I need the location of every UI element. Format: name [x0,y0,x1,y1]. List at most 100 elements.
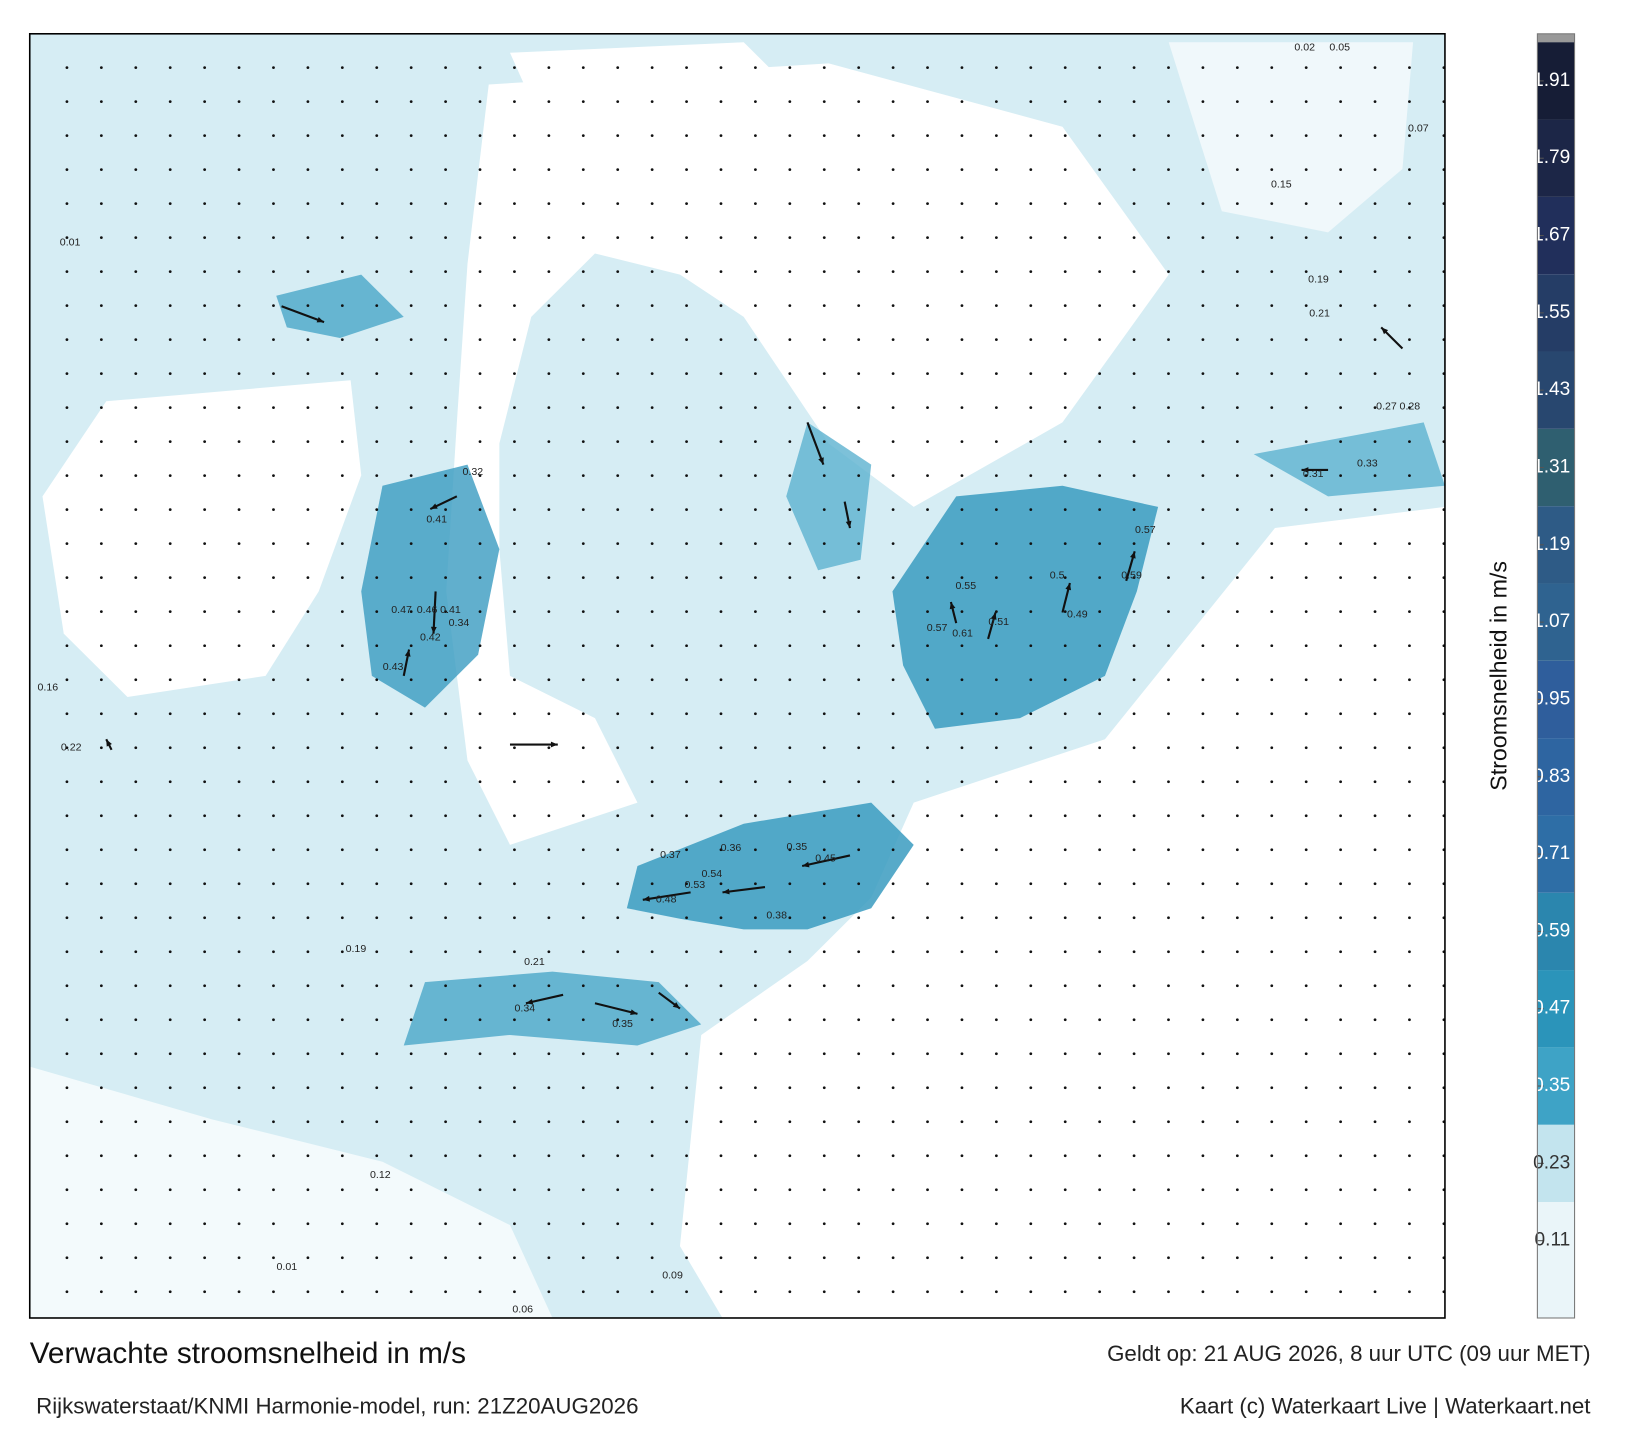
grid-dot [513,372,516,376]
speed-label: 0.22 [61,742,82,754]
grid-dot [822,100,826,103]
grid-dot [1063,406,1067,410]
grid-dot [272,100,275,103]
grid-dot [478,576,482,580]
grid-dot [444,746,447,750]
grid-dot [1029,882,1033,886]
speed-label: 0.05 [1329,41,1350,53]
grid-dot [616,950,620,954]
grid-dot [719,440,723,444]
grid-dot [1201,1188,1205,1192]
grid-dot [513,610,516,614]
grid-dot [306,1154,310,1158]
grid-dot [822,270,826,273]
grid-dot [1373,542,1377,546]
grid-dot [1373,474,1377,478]
grid-dot [444,440,447,444]
grid-dot [719,678,723,682]
grid-dot [719,814,723,818]
grid-dot [1373,1120,1377,1124]
grid-dot [926,1222,929,1226]
grid-dot [1098,780,1102,784]
grid-dot [581,1120,585,1124]
grid-dot [1339,678,1342,682]
grid-dot [994,100,998,103]
grid-dot [1235,610,1239,614]
grid-dot [1270,848,1274,852]
grid-dot [1132,610,1136,614]
grid-dot [719,1256,723,1260]
grid-dot [1132,66,1136,69]
grid-dot [926,66,929,69]
grid-dot [581,1290,585,1294]
grid-dot [340,1086,344,1090]
grid-dot [168,678,172,682]
grid-dot [1270,406,1274,410]
grid-dot [1132,678,1136,682]
grid-dot [272,814,275,818]
grid-dot [891,950,895,954]
grid-dot [650,712,654,716]
grid-dot [134,1154,138,1158]
grid-dot [1098,338,1102,342]
grid-dot [960,100,964,103]
grid-dot [719,882,723,886]
grid-dot [1029,814,1033,818]
map: 0.47 0.46 0.410.430.420.340.410.320.450.54… [29,33,1445,1318]
grid-dot [306,270,310,273]
grid-dot [650,270,654,273]
grid-dot [1339,474,1342,478]
grid-dot [857,1120,861,1124]
grid-dot [203,406,207,410]
grid-dot [444,542,447,546]
grid-dot [1408,338,1411,342]
grid-dot [616,1188,620,1192]
grid-dot [926,236,929,239]
grid-dot [99,610,103,614]
grid-dot [1098,610,1102,614]
grid-dot [409,202,413,205]
grid-dot [1132,270,1136,273]
grid-dot [99,1188,103,1192]
grid-dot [1270,66,1274,69]
grid-dot [1304,1290,1308,1294]
grid-dot [581,474,585,478]
speed-label: 0.34 [515,1002,536,1014]
grid-dot [1201,474,1205,478]
grid-dot [891,610,895,614]
grid-dot [237,236,241,239]
grid-dot [306,202,310,205]
grid-dot [1339,848,1342,852]
grid-dot [1098,134,1102,137]
grid-dot [581,1222,585,1226]
grid-dot [1132,304,1136,308]
grid-dot [1408,304,1411,308]
grid-dot [754,372,757,376]
grid-dot [444,474,447,478]
grid-dot [1373,1086,1377,1090]
land [509,42,808,169]
arrow-head [722,888,730,895]
grid-dot [1098,814,1102,818]
grid-dot [685,814,688,818]
colorbar-tick-label: 1.19 [1533,534,1570,555]
grid-dot [134,372,138,376]
grid-dot [650,610,654,614]
grid-dot [65,202,69,205]
grid-dot [99,848,103,852]
grid-dot [960,168,964,171]
grid-dot [444,66,447,69]
grid-dot [960,1154,964,1158]
grid-dot [547,780,551,784]
colorbar-band [1537,1202,1575,1318]
grid-dot [960,848,964,852]
grid-dot [719,1086,723,1090]
grid-dot [650,134,654,137]
grid-dot [994,406,998,410]
grid-dot [1098,100,1102,103]
speed-labels: 0.47 0.46 0.410.430.420.340.410.320.450.54… [37,41,1428,1315]
grid-dot [1235,1188,1239,1192]
grid-dot [685,1052,688,1056]
grid-dot [478,814,482,818]
grid-dot [1235,236,1239,239]
